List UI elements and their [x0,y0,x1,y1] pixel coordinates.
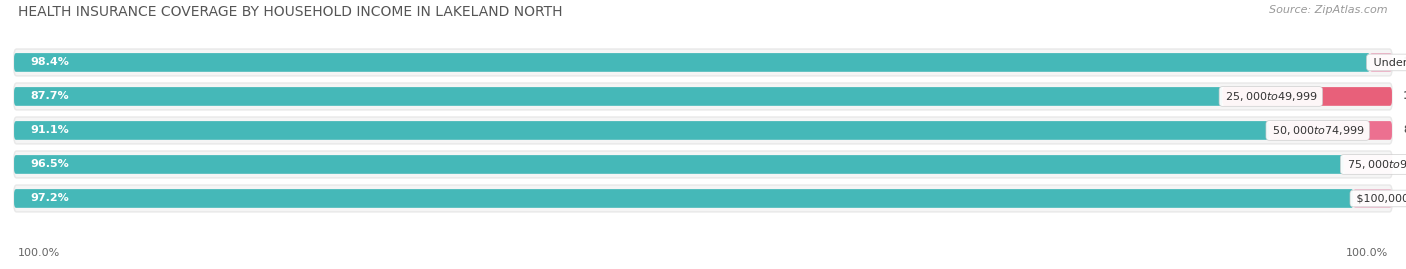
Text: 97.2%: 97.2% [31,193,69,203]
Text: 87.7%: 87.7% [31,91,69,101]
FancyBboxPatch shape [14,49,1392,76]
Text: HEALTH INSURANCE COVERAGE BY HOUSEHOLD INCOME IN LAKELAND NORTH: HEALTH INSURANCE COVERAGE BY HOUSEHOLD I… [18,5,562,19]
Text: Source: ZipAtlas.com: Source: ZipAtlas.com [1270,5,1388,15]
FancyBboxPatch shape [14,151,1392,178]
Text: Under $25,000: Under $25,000 [1369,58,1406,68]
Text: $100,000 and over: $100,000 and over [1354,193,1406,203]
Text: 12.3%: 12.3% [1403,91,1406,101]
FancyBboxPatch shape [1369,53,1392,72]
Text: 1.6%: 1.6% [1403,58,1406,68]
FancyBboxPatch shape [1354,189,1392,208]
FancyBboxPatch shape [14,83,1392,110]
Text: 100.0%: 100.0% [1346,248,1388,258]
Text: $50,000 to $74,999: $50,000 to $74,999 [1270,124,1367,137]
FancyBboxPatch shape [14,155,1344,174]
FancyBboxPatch shape [14,185,1392,212]
FancyBboxPatch shape [1270,121,1392,140]
Text: 98.4%: 98.4% [31,58,69,68]
FancyBboxPatch shape [14,53,1369,72]
Text: 2.8%: 2.8% [1403,193,1406,203]
Text: 100.0%: 100.0% [18,248,60,258]
Text: $25,000 to $49,999: $25,000 to $49,999 [1222,90,1319,103]
FancyBboxPatch shape [1222,87,1392,106]
FancyBboxPatch shape [14,117,1392,144]
Text: $75,000 to $99,999: $75,000 to $99,999 [1344,158,1406,171]
FancyBboxPatch shape [1344,155,1393,174]
FancyBboxPatch shape [14,87,1222,106]
Text: 3.6%: 3.6% [1405,160,1406,169]
Text: 8.9%: 8.9% [1403,125,1406,136]
FancyBboxPatch shape [14,189,1354,208]
Text: 91.1%: 91.1% [31,125,69,136]
FancyBboxPatch shape [14,121,1270,140]
Text: 96.5%: 96.5% [31,160,69,169]
